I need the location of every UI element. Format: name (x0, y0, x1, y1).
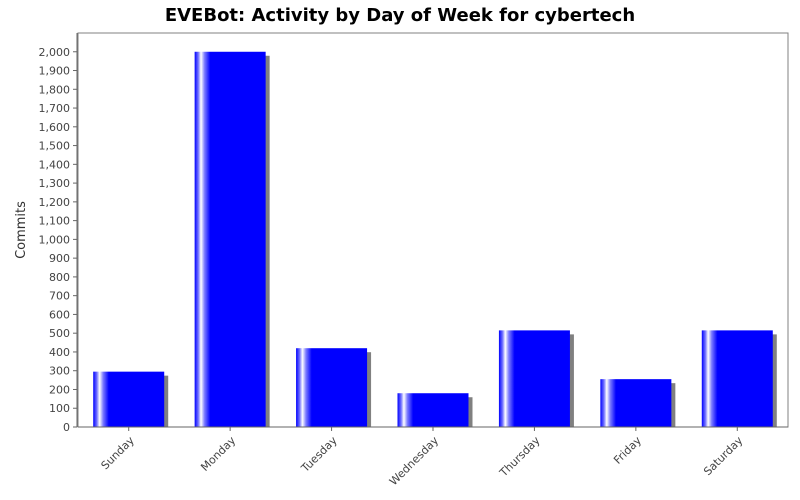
bar-monday (194, 51, 266, 428)
y-tick-label: 1,000 (39, 233, 71, 246)
x-tick-label: Monday (198, 434, 238, 474)
x-axis: Sunday Monday Tuesday Wednesday Thursday Frid… (78, 426, 788, 489)
bar-sunday (93, 371, 165, 427)
chart-title: EVEBot: Activity by Day of Week for cybe… (165, 5, 635, 26)
y-tick-label: 1,400 (39, 158, 71, 171)
plot-area (77, 32, 789, 428)
y-tick-label: 1,700 (39, 102, 71, 115)
x-tick-label: Friday (611, 434, 644, 467)
x-tick-label: Saturday (701, 434, 746, 479)
bar-saturday (701, 330, 773, 427)
y-tick-label: 500 (49, 327, 70, 340)
y-axis: 0 100 200 300 400 500 600 700 800 900 1,000 1,100 1,… (39, 33, 78, 434)
y-tick-label: 900 (49, 252, 70, 265)
bar-wednesday (397, 393, 469, 427)
y-tick-label: 200 (49, 383, 70, 396)
bar-friday (600, 379, 672, 427)
x-tick-label: Thursday (496, 434, 542, 480)
y-axis-label: Commits (14, 201, 29, 259)
y-tick-label: 300 (49, 365, 70, 378)
y-tick-label: 400 (49, 346, 70, 359)
y-tick-label: 1,500 (39, 140, 71, 153)
y-tick-label: 1,800 (39, 83, 71, 96)
y-tick-label: 1,200 (39, 196, 71, 209)
bar-thursday (498, 330, 570, 427)
y-tick-label: 800 (49, 271, 70, 284)
y-tick-label: 700 (49, 290, 70, 303)
y-tick-label: 2,000 (39, 46, 71, 59)
x-tick-label: Tuesday (298, 434, 340, 476)
y-tick-label: 1,600 (39, 121, 71, 134)
y-tick-label: 100 (49, 402, 70, 415)
y-tick-label: 1,100 (39, 215, 71, 228)
y-tick-label: 0 (63, 421, 70, 434)
x-tick-label: Wednesday (387, 434, 442, 489)
x-tick-label: Sunday (99, 434, 138, 473)
bars (93, 51, 777, 428)
y-tick-label: 1,300 (39, 177, 71, 190)
y-tick-label: 1,900 (39, 65, 71, 78)
bar-tuesday (296, 348, 368, 427)
y-tick-label: 600 (49, 308, 70, 321)
